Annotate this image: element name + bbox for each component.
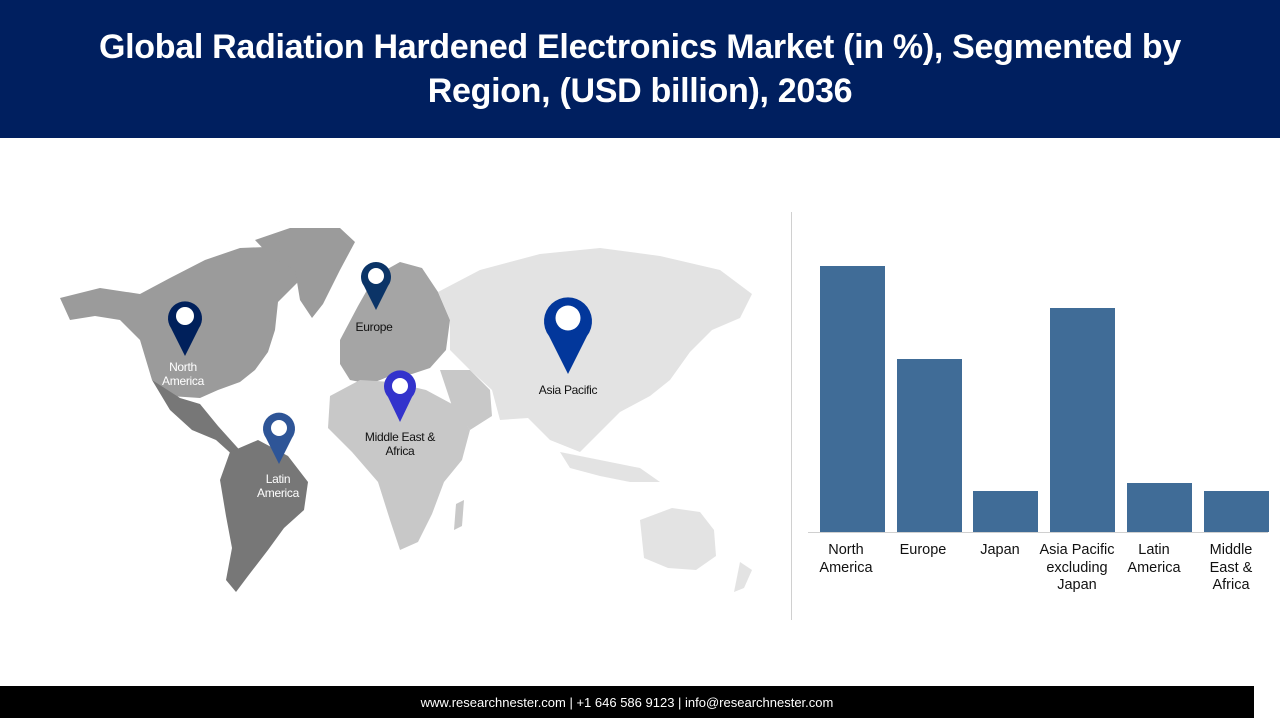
panel-divider — [791, 212, 792, 620]
map-pin-icon — [384, 370, 416, 422]
bar-latin-america — [1127, 483, 1192, 532]
map-pin-asia-pacific[interactable] — [544, 297, 592, 374]
pin-label-line: North — [169, 360, 197, 374]
x-tick-label-line: Japan — [1057, 577, 1097, 593]
greenland-shape — [255, 228, 355, 318]
x-axis-line — [808, 532, 1268, 533]
pin-label-line: Europe — [355, 320, 393, 334]
map-pin-europe[interactable] — [361, 262, 391, 310]
middle-east-shape — [440, 370, 492, 430]
asia-shape — [438, 248, 752, 452]
pin-label-europe: Europe — [356, 320, 393, 334]
southeast-asia-shape — [560, 452, 660, 482]
x-tick-label-line: North — [828, 542, 864, 558]
x-tick-label-line: Middle — [1209, 542, 1253, 558]
japan-shape — [644, 340, 666, 390]
x-tick-label-japan: Japan — [958, 542, 1042, 560]
x-tick-label-line: East & — [1209, 559, 1253, 576]
x-tick-label-line: Africa — [1212, 577, 1250, 593]
pin-label-line: Latin — [265, 472, 291, 486]
pin-label-line: Africa — [385, 444, 415, 458]
new-zealand-shape — [734, 562, 752, 592]
pin-label-line: Middle East & — [364, 430, 436, 444]
x-tick-label-asia-pacific-excluding-japan: Asia Pacific excluding Japan — [1035, 542, 1119, 595]
x-tick-label-line: America — [1127, 559, 1181, 576]
map-pin-latin-america[interactable] — [263, 412, 295, 464]
x-tick-label-line: Asia Pacific — [1039, 542, 1115, 558]
pin-label-middle-east-africa: Middle East & Africa — [365, 430, 435, 458]
map-pin-middle-east-africa[interactable] — [384, 370, 416, 422]
x-tick-label-north-america: North America — [804, 542, 888, 577]
africa-shape — [328, 380, 470, 550]
bar-chart: North America Europe Japan Asia Pacific … — [808, 212, 1272, 612]
south-america-shape — [220, 440, 308, 592]
pin-label-line: Asia Pacific — [538, 383, 598, 397]
pin-label-north-america: North America — [162, 360, 204, 388]
bar-middle-east-africa — [1204, 491, 1269, 532]
x-tick-label-line: Japan — [980, 542, 1020, 558]
x-tick-label-latin-america: Latin America — [1112, 542, 1196, 577]
x-tick-label-middle-east-africa: Middle East & Africa — [1189, 542, 1273, 595]
bar-north-america — [820, 266, 885, 532]
map-pin-icon — [263, 412, 295, 464]
x-tick-label-line: Latin — [1138, 542, 1170, 558]
x-tick-label-line: America — [819, 559, 873, 576]
bar-japan — [973, 491, 1038, 532]
pin-label-line: America — [257, 486, 299, 500]
bar-asia-pacific-excluding-japan — [1050, 308, 1115, 532]
world-map-graphic — [60, 228, 752, 592]
australia-shape — [640, 508, 716, 570]
pin-label-line: America — [162, 374, 204, 388]
bar-europe — [897, 359, 962, 532]
map-pin-north-america[interactable] — [168, 301, 202, 356]
madagascar-shape — [454, 500, 464, 530]
x-tick-label-line: Europe — [899, 542, 947, 558]
central-america-shape — [152, 380, 245, 458]
contact-info: www.researchnester.com | +1 646 586 9123… — [420, 694, 834, 710]
pin-label-latin-america: Latin America — [257, 472, 299, 500]
footer-bar: www.researchnester.com | +1 646 586 9123… — [0, 686, 1254, 718]
header-banner: Global Radiation Hardened Electronics Ma… — [0, 0, 1280, 138]
x-tick-label-europe: Europe — [881, 542, 965, 560]
world-map: North America Europe Asia Pacific Middle… — [40, 220, 770, 600]
x-tick-label-line: excluding — [1046, 559, 1108, 576]
pin-label-asia-pacific: Asia Pacific — [538, 383, 598, 397]
page-title: Global Radiation Hardened Electronics Ma… — [99, 28, 1181, 110]
